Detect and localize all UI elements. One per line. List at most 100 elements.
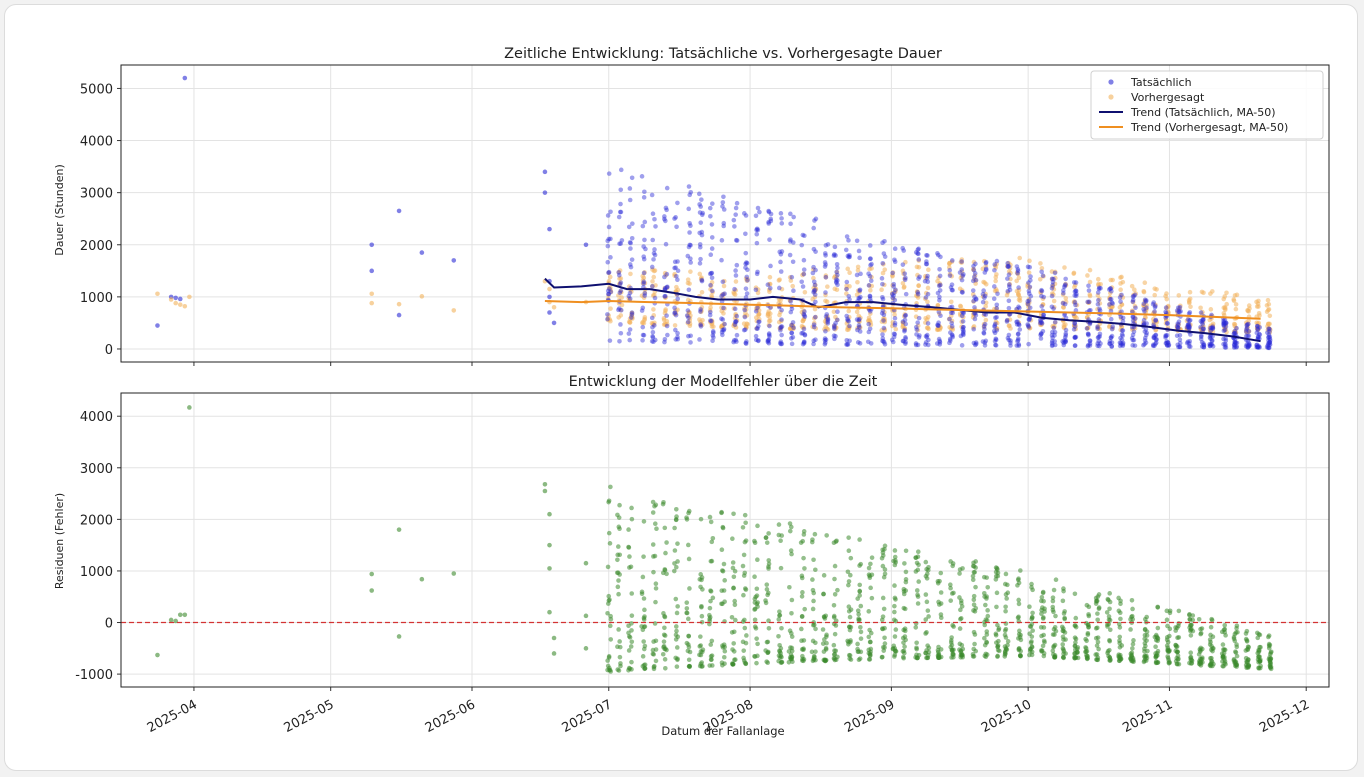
actual-point [652, 337, 658, 343]
residual-point [820, 627, 826, 632]
predicted-point [946, 316, 952, 322]
actual-point [1108, 286, 1113, 291]
residual-point [652, 553, 658, 559]
residual-point [1086, 624, 1091, 630]
predicted-point [983, 291, 988, 297]
actual-point [685, 319, 691, 325]
residual-point [858, 625, 863, 630]
actual-point [1231, 331, 1237, 337]
residual-point [618, 661, 623, 666]
residual-point [915, 601, 921, 606]
residual-point [848, 572, 853, 578]
actual-point [811, 288, 817, 294]
actual-point [915, 342, 921, 348]
residual-point [949, 635, 954, 640]
predicted-point [642, 270, 647, 275]
residual-point [1173, 628, 1179, 633]
actual-point [1246, 321, 1251, 327]
residual-point [1073, 615, 1079, 621]
actual-point [924, 332, 930, 338]
actual-point [788, 309, 794, 315]
actual-point [879, 276, 885, 281]
residual-point [626, 648, 632, 653]
residual-point [914, 655, 920, 661]
actual-point [922, 278, 928, 284]
residual-point [608, 637, 614, 642]
actual-point [707, 312, 713, 318]
actual-point [754, 226, 760, 232]
residual-point [675, 559, 680, 564]
actual-point [1120, 328, 1126, 333]
actual-point [1266, 334, 1272, 340]
actual-point [916, 246, 921, 252]
actual-point [1208, 336, 1213, 342]
predicted-point [767, 315, 772, 320]
residual-point [1029, 634, 1035, 639]
predicted-point [719, 292, 725, 298]
actual-point [1256, 343, 1262, 349]
residual-point [628, 564, 634, 570]
actual-point [699, 197, 704, 202]
actual-point [1210, 326, 1216, 331]
residual-point [800, 653, 805, 659]
actual-point [606, 291, 611, 297]
predicted-point [721, 283, 727, 289]
predicted-point [1143, 309, 1149, 315]
actual-point [1233, 331, 1238, 336]
actual-point [1201, 342, 1206, 348]
residual-point [779, 659, 785, 665]
residual-point [867, 652, 873, 658]
actual-point [811, 324, 817, 330]
residual-point [719, 660, 725, 665]
actual-point [801, 326, 807, 332]
actual-point [1198, 336, 1204, 342]
actual-point [1198, 324, 1203, 330]
predicted-point [890, 283, 895, 288]
actual-point [923, 340, 929, 345]
actual-point [1095, 335, 1101, 340]
actual-point [640, 223, 646, 229]
actual-point [880, 296, 886, 302]
actual-point [618, 201, 623, 207]
residual-point [1116, 595, 1121, 601]
actual-point [1086, 288, 1092, 293]
residual-point [831, 642, 837, 648]
actual-point [745, 277, 750, 283]
residual-point [846, 608, 852, 614]
predicted-point [959, 324, 964, 330]
residual-point [868, 646, 874, 652]
actual-point [606, 171, 612, 176]
residual-point [755, 557, 760, 563]
actual-point [731, 338, 737, 343]
actual-point [881, 338, 886, 344]
actual-point [832, 252, 837, 257]
residual-point [1167, 633, 1172, 639]
actual-point [767, 323, 772, 329]
residual-point [866, 565, 872, 571]
predicted-point [709, 280, 715, 285]
actual-point [1074, 291, 1079, 297]
predicted-point [1106, 324, 1112, 330]
residual-point [832, 656, 837, 661]
residual-point [605, 610, 610, 616]
legend-box [1090, 70, 1324, 140]
actual-point [1255, 344, 1260, 350]
residual-point [1166, 661, 1172, 666]
actual-point [697, 261, 703, 266]
actual-point [825, 316, 831, 322]
actual-point [1109, 344, 1115, 349]
actual-point [709, 246, 715, 251]
actual-point [1165, 321, 1170, 326]
actual-point [1014, 343, 1020, 348]
actual-point [708, 282, 713, 288]
residual-point [891, 643, 896, 649]
actual-point [937, 297, 942, 303]
actual-point [673, 337, 679, 342]
residual-point [833, 648, 839, 654]
actual-point [698, 309, 703, 314]
residual-point [846, 579, 852, 584]
actual-point [1199, 339, 1205, 345]
actual-point [935, 322, 940, 328]
actual-point [1152, 304, 1158, 310]
residual-point [766, 590, 771, 596]
